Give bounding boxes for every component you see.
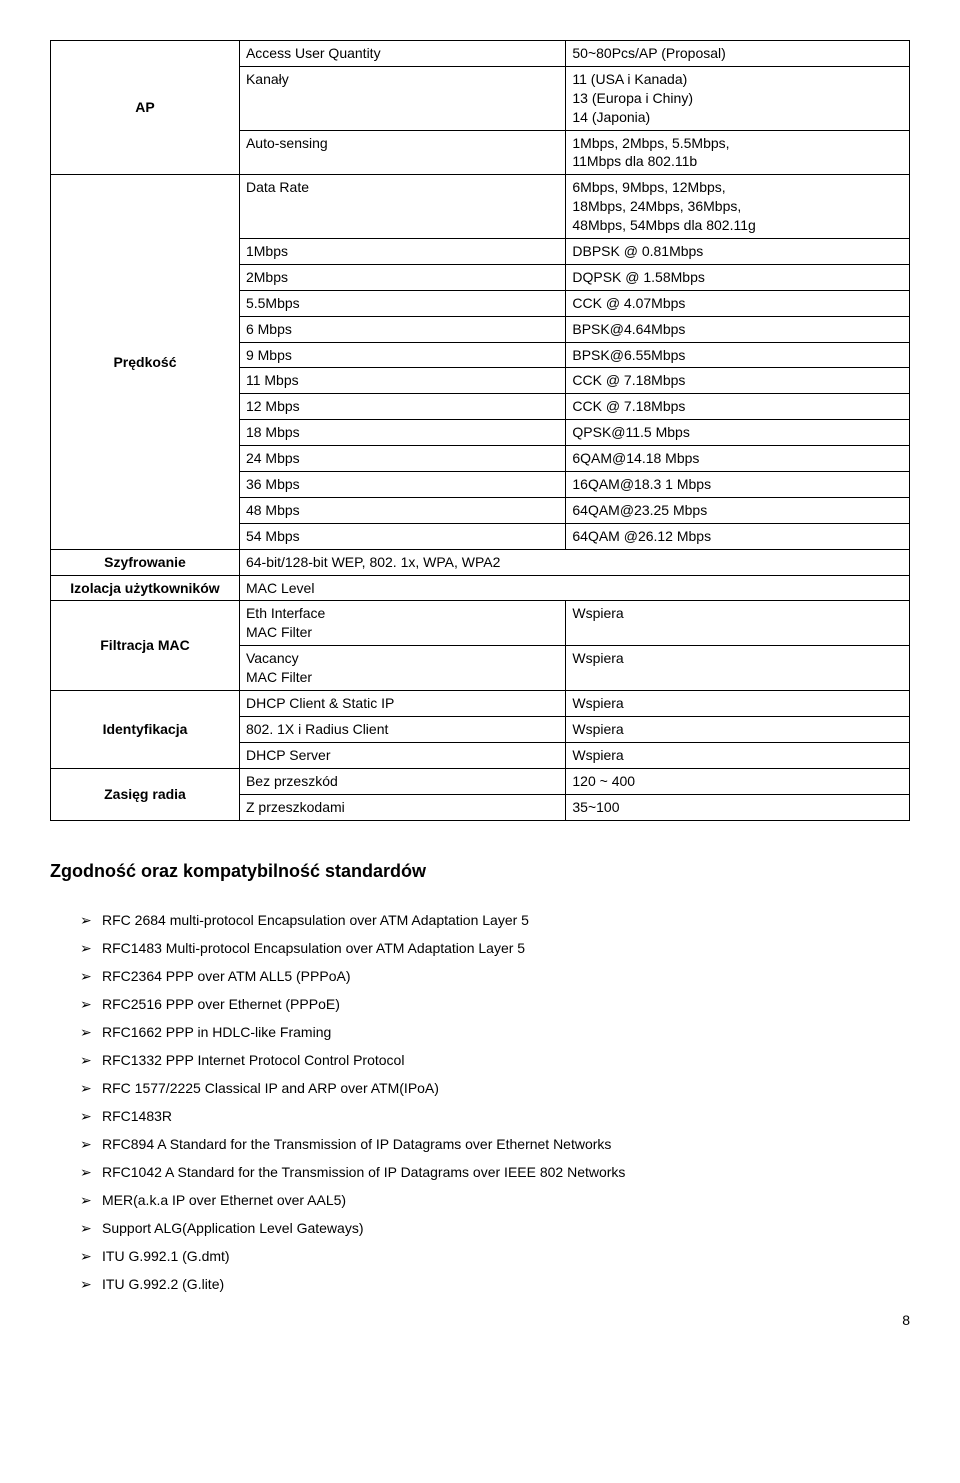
row-val: DBPSK @ 0.81Mbps (566, 239, 910, 265)
row-val: Wspiera (566, 601, 910, 646)
row-label: AP (51, 41, 240, 175)
page-number: 8 (50, 1312, 910, 1328)
row-sub: Data Rate (239, 175, 565, 239)
list-item: ITU G.992.2 (G.lite) (80, 1276, 910, 1292)
table-row: Filtracja MACEth Interface MAC FilterWsp… (51, 601, 910, 646)
table-row: IdentyfikacjaDHCP Client & Static IPWspi… (51, 691, 910, 717)
row-sub: MAC Level (239, 575, 909, 601)
row-sub: 64-bit/128-bit WEP, 802. 1x, WPA, WPA2 (239, 549, 909, 575)
table-row: PrędkośćData Rate6Mbps, 9Mbps, 12Mbps, 1… (51, 175, 910, 239)
row-val: 6Mbps, 9Mbps, 12Mbps, 18Mbps, 24Mbps, 36… (566, 175, 910, 239)
row-val: CCK @ 7.18Mbps (566, 394, 910, 420)
row-val: Wspiera (566, 646, 910, 691)
row-sub: 18 Mbps (239, 420, 565, 446)
table-row: Szyfrowanie64-bit/128-bit WEP, 802. 1x, … (51, 549, 910, 575)
row-label: Filtracja MAC (51, 601, 240, 691)
row-label: Izolacja użytkowników (51, 575, 240, 601)
list-item: RFC 1577/2225 Classical IP and ARP over … (80, 1080, 910, 1096)
row-sub: DHCP Client & Static IP (239, 691, 565, 717)
row-val: 35~100 (566, 794, 910, 820)
row-sub: Access User Quantity (239, 41, 565, 67)
row-sub: 2Mbps (239, 264, 565, 290)
spec-table: APAccess User Quantity50~80Pcs/AP (Propo… (50, 40, 910, 821)
row-sub: 5.5Mbps (239, 290, 565, 316)
row-val: 11 (USA i Kanada) 13 (Europa i Chiny) 14… (566, 66, 910, 130)
row-sub: 1Mbps (239, 239, 565, 265)
row-val: BPSK@4.64Mbps (566, 316, 910, 342)
list-item: RFC1042 A Standard for the Transmission … (80, 1164, 910, 1180)
row-sub: DHCP Server (239, 742, 565, 768)
row-sub: 24 Mbps (239, 446, 565, 472)
row-label: Prędkość (51, 175, 240, 549)
list-item: Support ALG(Application Level Gateways) (80, 1220, 910, 1236)
list-item: RFC2516 PPP over Ethernet (PPPoE) (80, 996, 910, 1012)
list-item: RFC 2684 multi-protocol Encapsulation ov… (80, 912, 910, 928)
row-sub: Z przeszkodami (239, 794, 565, 820)
list-item: RFC1662 PPP in HDLC-like Framing (80, 1024, 910, 1040)
row-sub: 36 Mbps (239, 472, 565, 498)
row-sub: 11 Mbps (239, 368, 565, 394)
row-val: CCK @ 7.18Mbps (566, 368, 910, 394)
row-sub: 802. 1X i Radius Client (239, 716, 565, 742)
row-val: 64QAM @26.12 Mbps (566, 523, 910, 549)
list-item: ITU G.992.1 (G.dmt) (80, 1248, 910, 1264)
table-row: APAccess User Quantity50~80Pcs/AP (Propo… (51, 41, 910, 67)
row-label: Zasięg radia (51, 768, 240, 820)
row-sub: 9 Mbps (239, 342, 565, 368)
table-row: Izolacja użytkownikówMAC Level (51, 575, 910, 601)
row-sub: Auto-sensing (239, 130, 565, 175)
list-item: RFC1483R (80, 1108, 910, 1124)
row-val: Wspiera (566, 742, 910, 768)
row-sub: Bez przeszkód (239, 768, 565, 794)
row-val: 1Mbps, 2Mbps, 5.5Mbps, 11Mbps dla 802.11… (566, 130, 910, 175)
row-sub: 12 Mbps (239, 394, 565, 420)
row-val: 64QAM@23.25 Mbps (566, 497, 910, 523)
row-sub: Eth Interface MAC Filter (239, 601, 565, 646)
row-sub: Kanały (239, 66, 565, 130)
row-sub: Vacancy MAC Filter (239, 646, 565, 691)
list-item: RFC894 A Standard for the Transmission o… (80, 1136, 910, 1152)
table-row: Zasięg radiaBez przeszkód120 ~ 400 (51, 768, 910, 794)
row-val: Wspiera (566, 716, 910, 742)
standards-heading: Zgodność oraz kompatybilność standardów (50, 861, 910, 882)
row-val: 50~80Pcs/AP (Proposal) (566, 41, 910, 67)
row-sub: 6 Mbps (239, 316, 565, 342)
row-val: 6QAM@14.18 Mbps (566, 446, 910, 472)
list-item: RFC1483 Multi-protocol Encapsulation ove… (80, 940, 910, 956)
row-val: QPSK@11.5 Mbps (566, 420, 910, 446)
row-label: Identyfikacja (51, 691, 240, 769)
standards-list: RFC 2684 multi-protocol Encapsulation ov… (50, 912, 910, 1292)
list-item: RFC1332 PPP Internet Protocol Control Pr… (80, 1052, 910, 1068)
row-val: DQPSK @ 1.58Mbps (566, 264, 910, 290)
row-val: 120 ~ 400 (566, 768, 910, 794)
row-val: Wspiera (566, 691, 910, 717)
row-val: CCK @ 4.07Mbps (566, 290, 910, 316)
list-item: MER(a.k.a IP over Ethernet over AAL5) (80, 1192, 910, 1208)
row-label: Szyfrowanie (51, 549, 240, 575)
row-val: 16QAM@18.3 1 Mbps (566, 472, 910, 498)
list-item: RFC2364 PPP over ATM ALL5 (PPPoA) (80, 968, 910, 984)
row-sub: 48 Mbps (239, 497, 565, 523)
row-sub: 54 Mbps (239, 523, 565, 549)
row-val: BPSK@6.55Mbps (566, 342, 910, 368)
